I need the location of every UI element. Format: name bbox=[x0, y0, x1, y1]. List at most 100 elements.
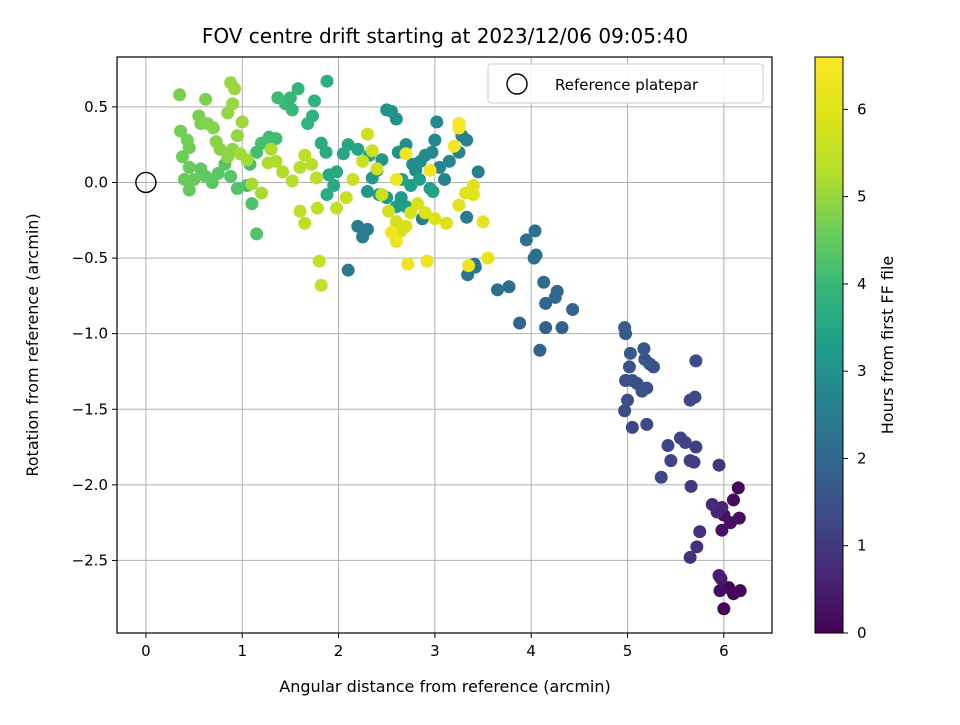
data-point bbox=[264, 142, 278, 156]
data-point bbox=[731, 481, 745, 495]
data-point bbox=[460, 210, 474, 224]
data-point bbox=[733, 584, 747, 598]
data-point bbox=[298, 216, 312, 230]
data-point bbox=[389, 172, 403, 186]
data-point bbox=[365, 144, 379, 158]
data-point bbox=[502, 280, 516, 294]
legend-marker-open-circle bbox=[506, 73, 528, 95]
data-point bbox=[490, 283, 504, 297]
data-point bbox=[399, 219, 413, 233]
colorbar-title: Hours from first FF file bbox=[878, 256, 897, 435]
x-tick-label: 1 bbox=[237, 642, 247, 660]
x-tick-label: 2 bbox=[334, 642, 344, 660]
legend-label: Reference platepar bbox=[555, 76, 699, 94]
data-point bbox=[370, 162, 384, 176]
data-point bbox=[715, 523, 729, 537]
colorbar-tick-label: 0 bbox=[857, 624, 867, 642]
data-point bbox=[301, 117, 315, 131]
data-point bbox=[687, 455, 701, 469]
data-point bbox=[438, 172, 451, 186]
data-point bbox=[336, 147, 350, 161]
x-tick-label: 5 bbox=[623, 642, 633, 660]
data-point bbox=[555, 321, 569, 335]
data-point bbox=[462, 259, 476, 273]
y-tick-label: −1.0 bbox=[72, 325, 108, 343]
data-point bbox=[412, 172, 426, 186]
chart-title: FOV centre drift starting at 2023/12/06 … bbox=[202, 24, 688, 48]
data-point bbox=[271, 91, 285, 105]
y-tick-label: −0.5 bbox=[72, 249, 108, 267]
data-point bbox=[307, 94, 321, 108]
data-point bbox=[623, 346, 637, 360]
data-point bbox=[466, 188, 480, 202]
data-point bbox=[269, 154, 283, 168]
data-point bbox=[618, 404, 632, 418]
data-point bbox=[690, 540, 704, 554]
data-point bbox=[625, 420, 639, 434]
data-point bbox=[622, 360, 636, 374]
data-point bbox=[322, 168, 336, 182]
data-point bbox=[310, 201, 324, 215]
legend-box bbox=[487, 63, 764, 104]
data-point bbox=[174, 124, 188, 138]
reference-marker-group bbox=[135, 171, 157, 194]
data-point bbox=[285, 174, 299, 188]
data-point bbox=[420, 254, 434, 268]
data-point bbox=[447, 139, 461, 153]
data-point bbox=[689, 440, 703, 454]
data-points bbox=[173, 74, 747, 616]
data-point bbox=[320, 74, 334, 88]
data-point bbox=[426, 185, 440, 199]
data-point bbox=[411, 197, 425, 211]
data-point bbox=[177, 172, 191, 186]
plot-frame bbox=[116, 56, 773, 634]
data-point bbox=[399, 147, 413, 161]
data-point bbox=[199, 92, 213, 106]
data-point bbox=[187, 172, 201, 186]
data-point bbox=[309, 171, 323, 185]
data-point bbox=[661, 439, 675, 453]
data-point bbox=[712, 569, 726, 583]
data-point bbox=[291, 82, 305, 96]
data-point bbox=[726, 493, 740, 507]
data-point bbox=[537, 275, 551, 289]
data-point bbox=[689, 354, 703, 368]
x-tick-label: 6 bbox=[719, 642, 729, 660]
colorbar-tick-label: 5 bbox=[857, 188, 867, 206]
data-point bbox=[182, 183, 196, 197]
data-point bbox=[533, 343, 547, 357]
data-point bbox=[245, 177, 259, 191]
data-point bbox=[406, 157, 420, 171]
data-point bbox=[452, 117, 466, 131]
x-tick-label: 0 bbox=[141, 642, 151, 660]
colorbar-tick-label: 6 bbox=[857, 100, 867, 118]
data-point bbox=[684, 479, 698, 493]
data-point bbox=[298, 148, 312, 162]
data-point bbox=[673, 431, 687, 445]
data-point bbox=[254, 186, 268, 200]
y-tick-label: −2.0 bbox=[72, 476, 108, 494]
data-point bbox=[442, 154, 456, 168]
data-point bbox=[640, 381, 654, 395]
data-point bbox=[717, 602, 731, 616]
data-point bbox=[293, 204, 307, 218]
data-point bbox=[320, 188, 334, 202]
data-point bbox=[293, 160, 307, 174]
data-point bbox=[638, 352, 652, 366]
data-point bbox=[618, 321, 632, 335]
x-tick-label: 4 bbox=[526, 642, 536, 660]
data-point bbox=[176, 150, 189, 164]
colorbar-tick-label: 2 bbox=[857, 449, 867, 467]
data-point bbox=[430, 115, 444, 129]
data-point bbox=[640, 417, 654, 431]
data-point bbox=[382, 204, 396, 218]
colorbar-tick-label: 1 bbox=[857, 537, 867, 555]
data-point bbox=[439, 216, 453, 230]
data-point bbox=[688, 390, 702, 404]
colorbar-tick-label: 3 bbox=[857, 362, 867, 380]
data-point bbox=[360, 222, 374, 236]
data-point bbox=[226, 97, 240, 111]
data-point bbox=[360, 127, 374, 141]
data-point bbox=[385, 225, 399, 239]
